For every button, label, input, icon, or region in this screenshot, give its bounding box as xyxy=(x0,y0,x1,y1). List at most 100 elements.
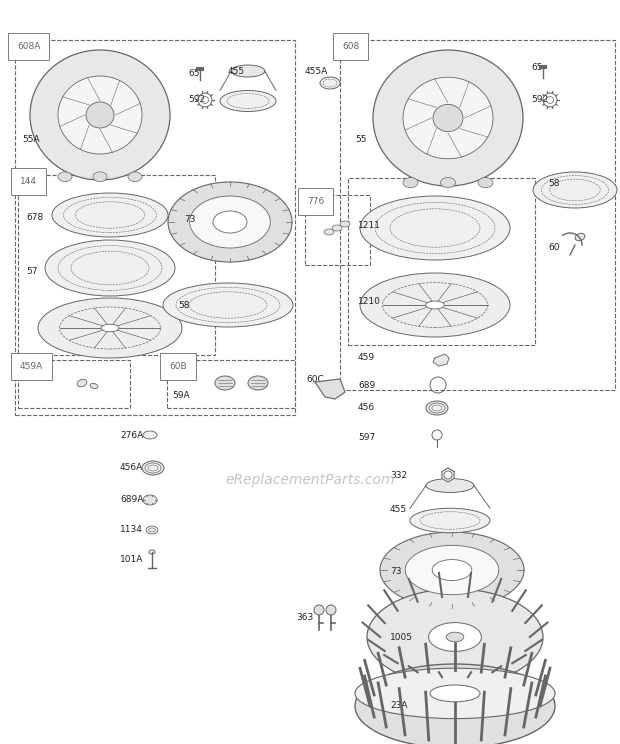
Ellipse shape xyxy=(403,178,418,187)
Ellipse shape xyxy=(403,77,493,158)
Ellipse shape xyxy=(324,229,334,235)
Bar xyxy=(167,360,295,408)
Text: 276A: 276A xyxy=(120,431,143,440)
Ellipse shape xyxy=(168,182,292,262)
Ellipse shape xyxy=(58,172,72,182)
Ellipse shape xyxy=(90,383,98,388)
Text: 689: 689 xyxy=(358,380,375,390)
Ellipse shape xyxy=(360,273,510,337)
Text: 592: 592 xyxy=(188,95,205,104)
Polygon shape xyxy=(315,379,345,399)
Text: 455: 455 xyxy=(228,68,245,77)
Text: 455: 455 xyxy=(390,505,407,515)
Ellipse shape xyxy=(426,478,474,493)
Ellipse shape xyxy=(190,196,270,248)
Text: 459A: 459A xyxy=(20,362,43,371)
Text: 456A: 456A xyxy=(120,464,143,472)
Ellipse shape xyxy=(425,301,445,309)
Text: 65: 65 xyxy=(531,63,542,72)
Text: 1211: 1211 xyxy=(358,220,381,229)
Ellipse shape xyxy=(429,403,445,413)
Text: 60C: 60C xyxy=(306,376,324,385)
Text: 55: 55 xyxy=(355,135,366,144)
Text: 73: 73 xyxy=(184,216,195,225)
Ellipse shape xyxy=(248,376,268,390)
Text: 23A: 23A xyxy=(390,702,407,711)
Text: 73: 73 xyxy=(390,568,402,577)
Ellipse shape xyxy=(77,379,87,387)
Circle shape xyxy=(444,471,452,479)
Bar xyxy=(18,175,215,355)
Ellipse shape xyxy=(52,193,168,237)
Circle shape xyxy=(326,605,336,615)
Ellipse shape xyxy=(446,632,464,642)
Ellipse shape xyxy=(86,102,114,128)
Ellipse shape xyxy=(332,225,342,231)
Text: 144: 144 xyxy=(20,177,37,186)
Text: 776: 776 xyxy=(307,197,324,206)
Text: 60B: 60B xyxy=(169,362,187,371)
Text: 456: 456 xyxy=(358,403,375,412)
Bar xyxy=(348,178,535,345)
Ellipse shape xyxy=(45,240,175,296)
Bar xyxy=(15,40,295,415)
Ellipse shape xyxy=(340,221,350,227)
Ellipse shape xyxy=(146,526,158,534)
Ellipse shape xyxy=(213,211,247,233)
Ellipse shape xyxy=(440,178,456,187)
Ellipse shape xyxy=(575,234,585,241)
Ellipse shape xyxy=(101,324,119,332)
Bar xyxy=(340,40,615,390)
Text: eReplacementParts.com: eReplacementParts.com xyxy=(225,473,395,487)
Ellipse shape xyxy=(142,461,164,475)
Ellipse shape xyxy=(428,623,481,652)
Ellipse shape xyxy=(215,376,235,390)
Text: 592: 592 xyxy=(531,95,548,104)
Ellipse shape xyxy=(145,463,161,473)
Ellipse shape xyxy=(58,76,142,154)
Text: 65: 65 xyxy=(188,68,200,77)
Ellipse shape xyxy=(430,685,480,702)
Ellipse shape xyxy=(320,77,340,89)
Ellipse shape xyxy=(405,545,499,594)
Text: 597: 597 xyxy=(358,432,375,441)
Ellipse shape xyxy=(163,283,293,327)
Text: 455A: 455A xyxy=(305,68,328,77)
Circle shape xyxy=(314,605,324,615)
Ellipse shape xyxy=(143,431,157,439)
Ellipse shape xyxy=(433,104,463,132)
Ellipse shape xyxy=(93,172,107,182)
Ellipse shape xyxy=(360,196,510,260)
Ellipse shape xyxy=(128,172,142,182)
Bar xyxy=(18,360,130,408)
Text: 678: 678 xyxy=(26,213,43,222)
Text: 101A: 101A xyxy=(120,556,143,565)
Ellipse shape xyxy=(355,664,555,744)
Text: 689A: 689A xyxy=(120,496,143,504)
Ellipse shape xyxy=(367,589,543,685)
Ellipse shape xyxy=(432,559,472,580)
Ellipse shape xyxy=(373,50,523,186)
Ellipse shape xyxy=(220,91,276,112)
Text: 58: 58 xyxy=(178,301,190,310)
Bar xyxy=(305,195,370,265)
Ellipse shape xyxy=(478,178,493,187)
Text: 55A: 55A xyxy=(22,135,40,144)
Polygon shape xyxy=(442,468,454,482)
Ellipse shape xyxy=(533,172,617,208)
Text: 363: 363 xyxy=(296,614,313,623)
Text: 608A: 608A xyxy=(17,42,40,51)
Text: 1005: 1005 xyxy=(390,632,413,641)
Polygon shape xyxy=(433,354,449,366)
Ellipse shape xyxy=(30,50,170,180)
Text: 459: 459 xyxy=(358,353,375,362)
Text: 58: 58 xyxy=(548,179,559,187)
Text: 608: 608 xyxy=(342,42,359,51)
Ellipse shape xyxy=(38,298,182,358)
Ellipse shape xyxy=(426,401,448,415)
Ellipse shape xyxy=(143,495,157,505)
Text: 57: 57 xyxy=(26,266,37,275)
Ellipse shape xyxy=(231,65,265,77)
Ellipse shape xyxy=(380,532,524,608)
Ellipse shape xyxy=(410,508,490,533)
